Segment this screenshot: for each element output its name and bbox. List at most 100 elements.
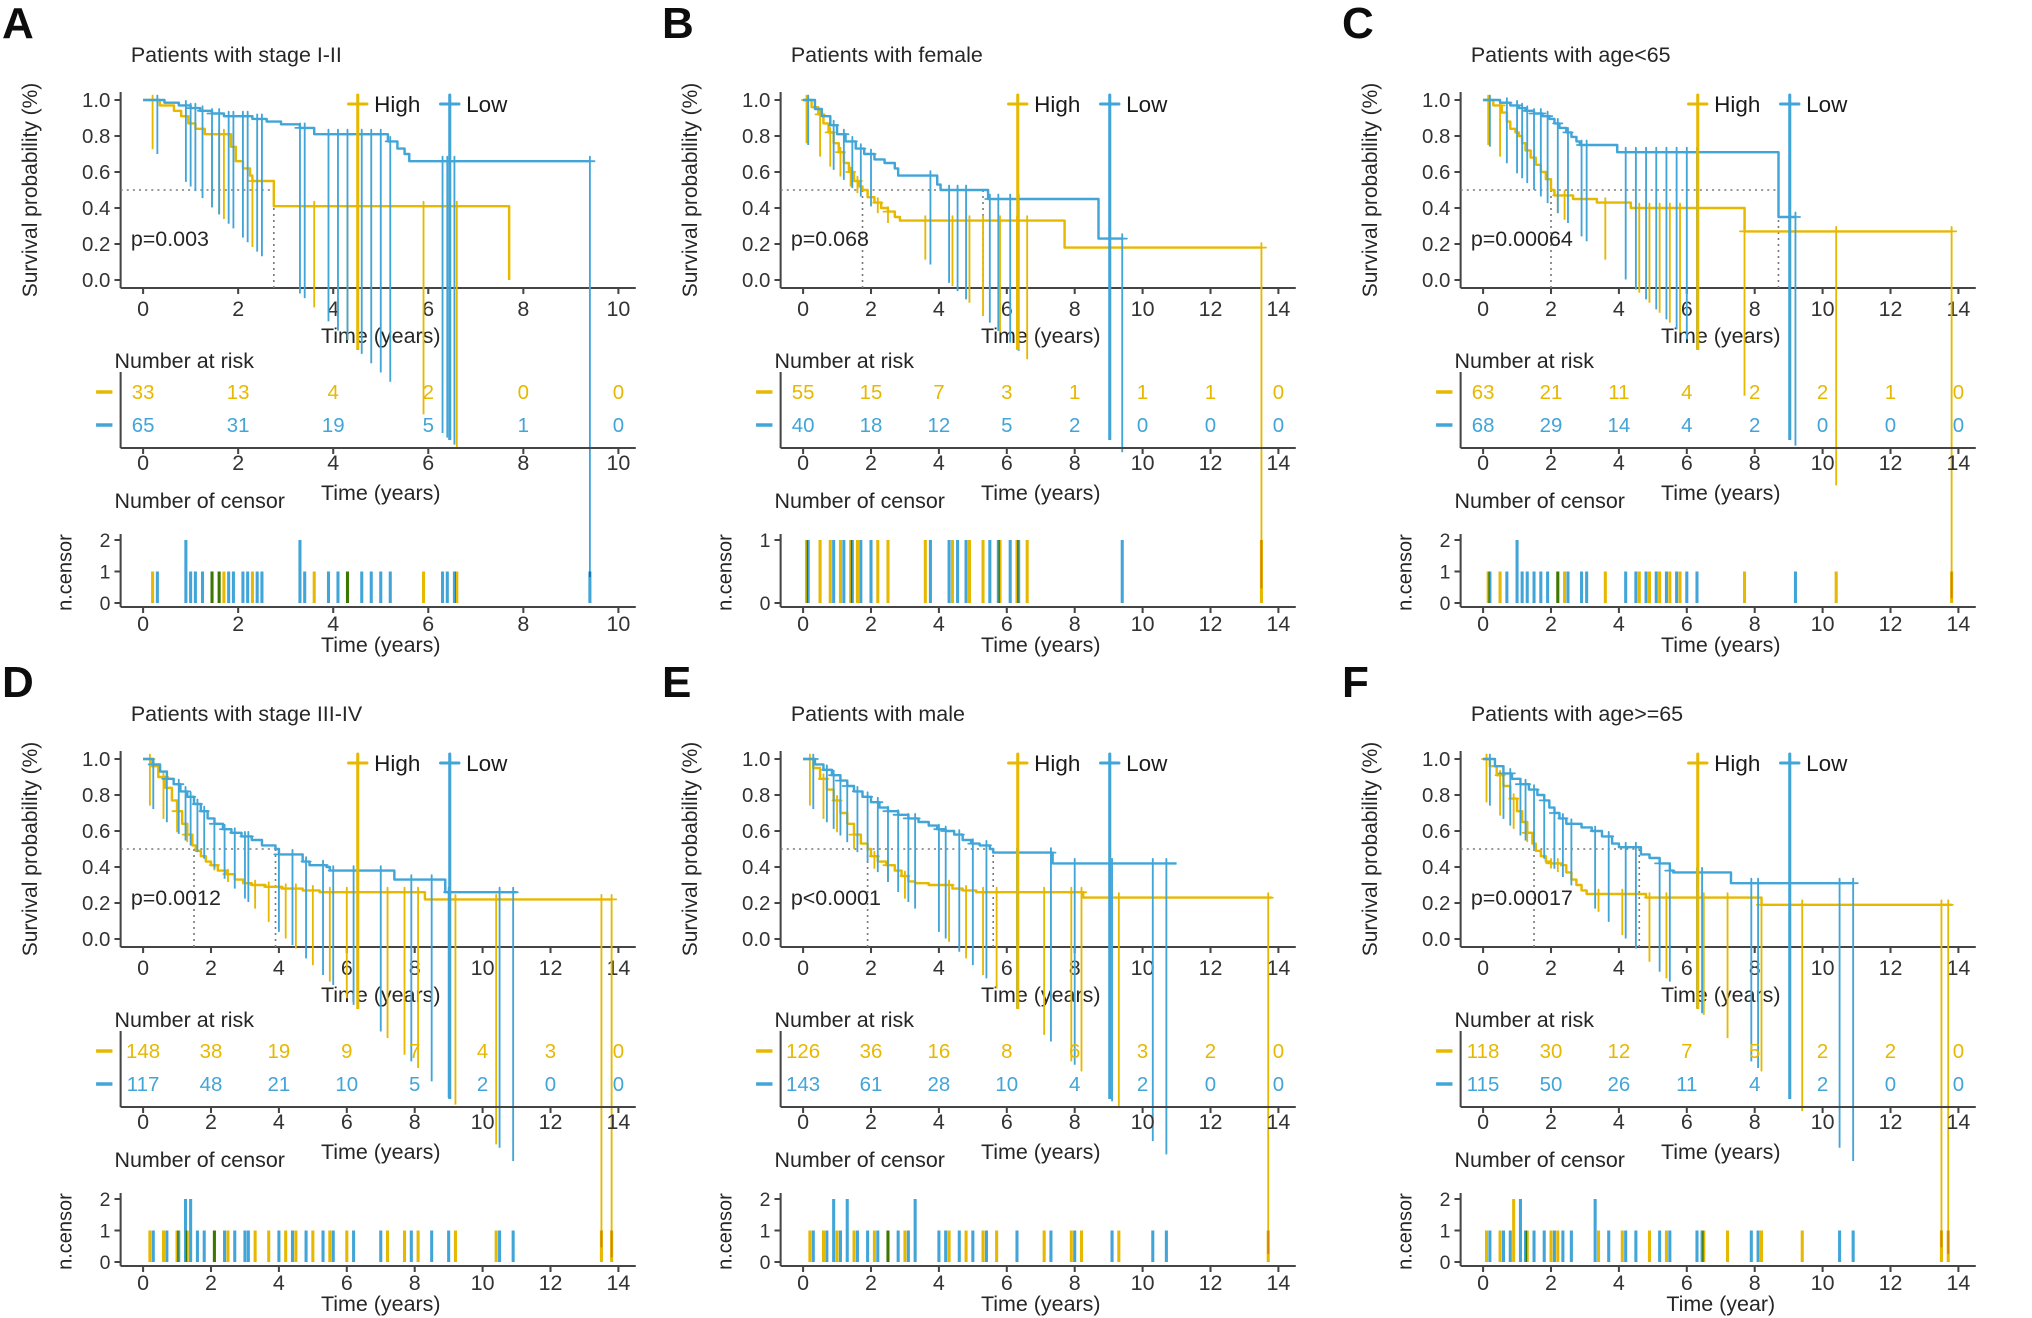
censor-x-tick-label: 10: [606, 613, 630, 636]
censor-mark-low: [851, 786, 863, 853]
risk-count-low: 2: [1749, 415, 1760, 437]
censor-bar-high: [964, 1230, 968, 1262]
censor-mark-low: [286, 849, 299, 946]
km-curve-low: [803, 98, 1123, 240]
censor-bar-high: [852, 1230, 856, 1262]
censor-x-tick-label: 6: [1001, 1272, 1013, 1295]
risk-count-high: 4: [477, 1041, 488, 1063]
censor-x-axis-label: Time (years): [321, 634, 441, 657]
censor-bar-low: [886, 1230, 890, 1262]
censor-bar-low: [811, 1230, 815, 1262]
x-tick-label: 0: [1477, 957, 1489, 980]
risk-x-tick-label: 6: [1681, 452, 1693, 475]
risk-x-tick-label: 0: [1477, 452, 1489, 475]
censor-mark-low: [1542, 110, 1554, 204]
censor-bar-low: [277, 1230, 281, 1262]
risk-x-tick-label: 14: [606, 1111, 630, 1134]
legend-low-marker-inner: [444, 758, 455, 1099]
censor-bar-low: [195, 1230, 199, 1262]
censor-mark-high: [919, 215, 931, 260]
censor-mark-low: [300, 856, 312, 959]
risk-count-low: 0: [1273, 1074, 1284, 1096]
censor-bar-low: [855, 1230, 859, 1262]
x-tick-label: 14: [1266, 298, 1290, 321]
risk-x-tick-label: 2: [1545, 1111, 1557, 1134]
censor-mark-low: [375, 865, 387, 1032]
p-value: p=0.003: [131, 228, 209, 251]
censor-bar-high: [1620, 1230, 1624, 1262]
x-tick-label: 0: [797, 298, 809, 321]
legend: High Low: [1007, 92, 1168, 440]
censor-bar-low: [200, 571, 205, 603]
censor-mark-low: [384, 136, 396, 382]
censor-bar-low: [255, 571, 259, 603]
censor-mark-low: [494, 886, 506, 1148]
censor-bar-low: [806, 540, 810, 603]
risk-count-high: 4: [328, 382, 339, 404]
censor-bar-high: [455, 571, 459, 603]
risk-x-tick-label: 6: [1001, 1111, 1013, 1134]
y-axis-label: Survival probability (%): [679, 83, 702, 298]
x-tick-label: 8: [517, 298, 529, 321]
censor-mark-high: [606, 894, 618, 1258]
censor-mark-low: [1589, 825, 1601, 909]
censor-mark-high: [1935, 899, 1947, 1248]
median-reference-lines: [780, 848, 995, 947]
censor-mark-low: [1664, 865, 1676, 982]
censor-bar-low: [832, 540, 836, 603]
panel-chart-E: Patients with male Survival probability (…: [679, 703, 1296, 1316]
risk-count-low: 0: [545, 1074, 556, 1096]
censor-bar-low: [937, 1230, 941, 1262]
x-tick-label: 14: [606, 957, 630, 980]
risk-count-high: 33: [132, 382, 155, 404]
censor-bar-high: [808, 1230, 812, 1262]
censor-mark-low: [448, 155, 460, 445]
risk-count-high: 55: [792, 382, 815, 404]
censor-plot-header: Number of censor: [774, 1149, 944, 1172]
x-tick-label: 4: [1613, 957, 1625, 980]
censor-bar-low: [1580, 571, 1584, 603]
censor-bar-low: [1505, 571, 1509, 603]
censor-mark-low: [1576, 139, 1588, 237]
risk-count-high: 12: [1608, 1041, 1631, 1063]
censor-bar-low: [227, 571, 231, 603]
censor-bar-low: [1488, 571, 1492, 603]
censor-mark-low: [872, 796, 884, 873]
risk-count-high: 7: [1681, 1041, 1692, 1063]
censor-bar-low: [1664, 571, 1668, 603]
y-axis-label: Survival probability (%): [19, 83, 42, 298]
censor-bar-low: [1658, 1230, 1662, 1262]
risk-count-high: 16: [928, 1041, 951, 1063]
risk-count-high: 36: [860, 1041, 883, 1063]
censor-bar-low: [1164, 1230, 1168, 1262]
censor-mark-low: [198, 805, 210, 859]
censor-mark-low: [332, 128, 344, 331]
x-tick-label: 6: [1001, 298, 1013, 321]
censor-mark-high: [1482, 94, 1494, 145]
y-tick-label: 0.2: [1422, 234, 1450, 256]
censor-bar-low: [913, 1199, 917, 1262]
censor-mark-low: [821, 764, 833, 823]
censor-x-tick-label: 14: [1946, 613, 1970, 636]
risk-x-tick-label: 10: [606, 452, 630, 475]
risk-count-high: 5: [1749, 1041, 1760, 1063]
censor-x-tick-label: 0: [1477, 1272, 1489, 1295]
y-tick-label: 0.8: [1422, 785, 1450, 807]
censor-bar-high: [1498, 571, 1502, 603]
risk-x-axis-label: Time (years): [321, 482, 441, 505]
censor-bar-high: [1678, 571, 1682, 603]
y-tick-label: 1.0: [82, 749, 110, 771]
risk-x-tick-label: 4: [933, 1111, 945, 1134]
x-tick-label: 10: [471, 957, 495, 980]
censor-bar-high: [818, 540, 822, 603]
risk-x-tick-label: 6: [1001, 452, 1013, 475]
risk-x-tick-label: 6: [422, 452, 434, 475]
y-tick-label: 0.4: [1422, 857, 1450, 879]
censor-bar-high: [253, 1230, 257, 1262]
censor-bar-low: [409, 1230, 413, 1262]
panel-letter-A: A: [2, 0, 34, 48]
survival-plot: Patients with female Survival probability…: [679, 44, 1296, 589]
risk-x-tick-label: 0: [797, 452, 809, 475]
censor-mark-high: [412, 886, 424, 1069]
